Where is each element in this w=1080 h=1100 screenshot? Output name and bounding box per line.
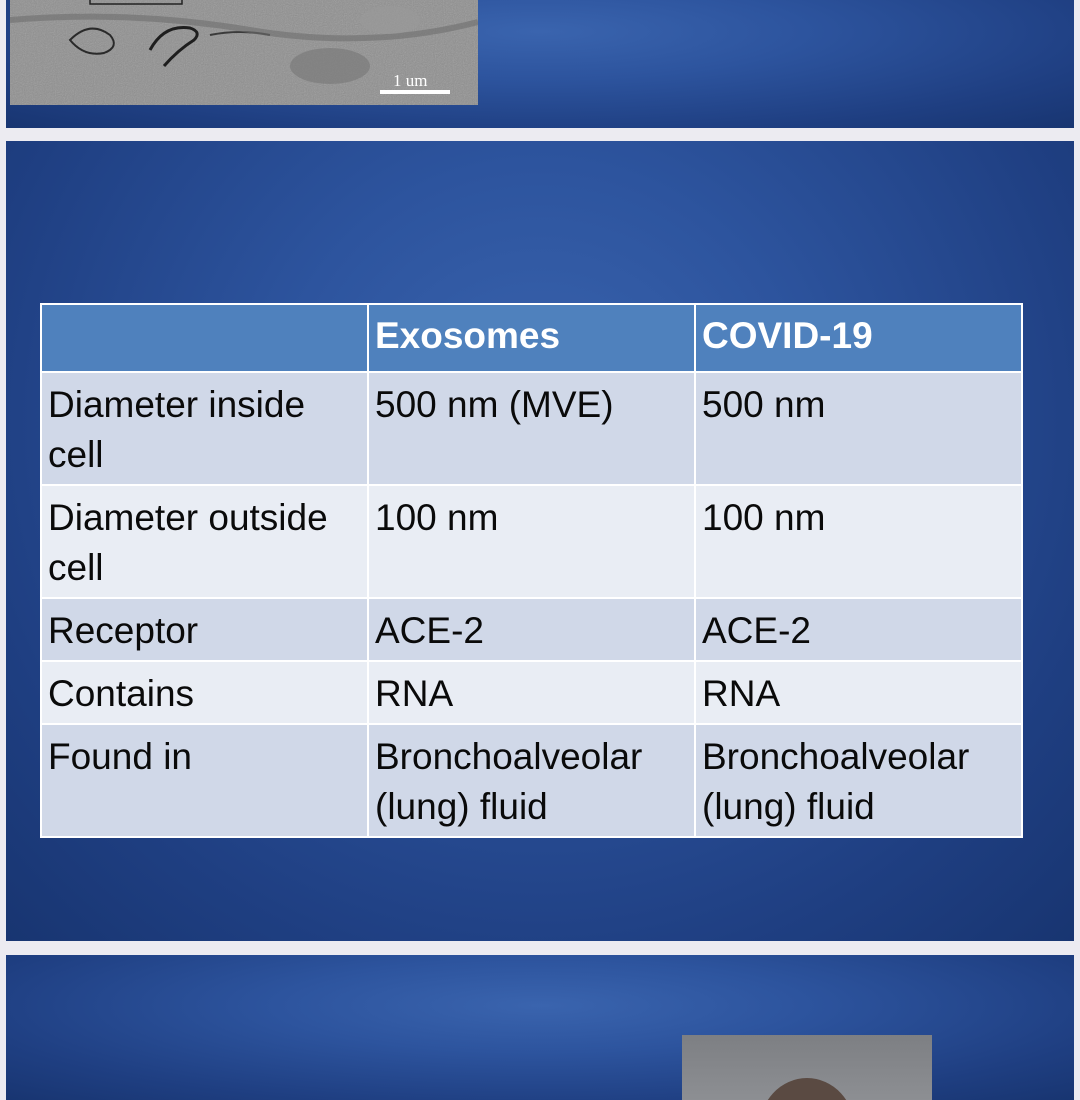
comparison-table: Exosomes COVID-19 Diameter inside cell 5… xyxy=(40,303,1023,838)
slide-micrograph: 1 um xyxy=(6,0,1074,128)
exosomes-cell: 100 nm xyxy=(367,484,696,599)
table-header-row: Exosomes COVID-19 xyxy=(40,303,1023,373)
scale-bar-label: 1 um xyxy=(393,71,428,90)
table-row: Contains RNA RNA xyxy=(40,660,1023,725)
table-row: Diameter inside cell 500 nm (MVE) 500 nm xyxy=(40,371,1023,486)
micrograph-texture xyxy=(10,0,478,105)
exosomes-cell: 500 nm (MVE) xyxy=(367,371,696,486)
portrait-photo xyxy=(682,1035,932,1100)
portrait-head-shape xyxy=(767,1078,847,1100)
row-label: Contains xyxy=(40,660,369,725)
row-label: Found in xyxy=(40,723,369,838)
covid19-cell: RNA xyxy=(694,660,1023,725)
table-row: Diameter outside cell 100 nm 100 nm xyxy=(40,484,1023,599)
table-row: Receptor ACE-2 ACE-2 xyxy=(40,597,1023,662)
slide-portrait xyxy=(6,955,1074,1100)
exosomes-cell: Bronchoalveolar (lung) fluid xyxy=(367,723,696,838)
row-label: Diameter inside cell xyxy=(40,371,369,486)
electron-micrograph-image: 1 um xyxy=(10,0,478,105)
slide-comparison-table: Exosomes COVID-19 Diameter inside cell 5… xyxy=(6,141,1074,941)
exosomes-cell: RNA xyxy=(367,660,696,725)
covid19-cell: 100 nm xyxy=(694,484,1023,599)
table-row: Found in Bronchoalveolar (lung) fluid Br… xyxy=(40,723,1023,838)
covid19-cell: Bronchoalveolar (lung) fluid xyxy=(694,723,1023,838)
header-cell-empty xyxy=(40,303,369,373)
exosomes-cell: ACE-2 xyxy=(367,597,696,662)
header-cell-exosomes: Exosomes xyxy=(367,303,696,373)
row-label: Receptor xyxy=(40,597,369,662)
header-cell-covid19: COVID-19 xyxy=(694,303,1023,373)
covid19-cell: 500 nm xyxy=(694,371,1023,486)
row-label: Diameter outside cell xyxy=(40,484,369,599)
covid19-cell: ACE-2 xyxy=(694,597,1023,662)
